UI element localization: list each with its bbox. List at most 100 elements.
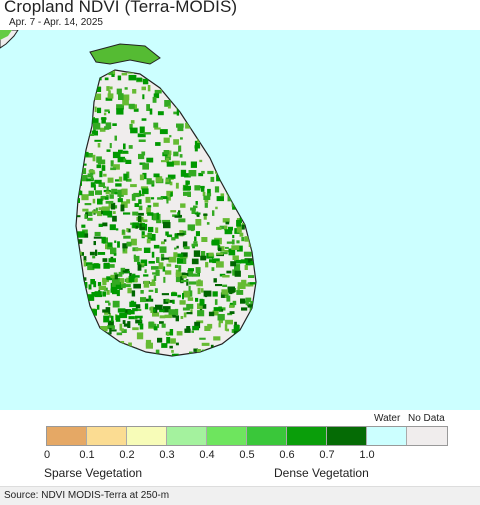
- vegetation-patch: [83, 256, 87, 262]
- vegetation-patch: [186, 303, 194, 309]
- vegetation-patch: [166, 157, 170, 163]
- vegetation-patch: [177, 253, 184, 258]
- vegetation-patch: [140, 290, 144, 294]
- vegetation-patch: [167, 154, 171, 157]
- vegetation-patch: [212, 210, 215, 216]
- vegetation-patch: [116, 104, 124, 110]
- vegetation-patch: [178, 218, 186, 223]
- vegetation-patch: [236, 219, 241, 227]
- vegetation-patch: [165, 231, 169, 236]
- vegetation-patch: [183, 312, 187, 318]
- vegetation-patch: [233, 328, 240, 336]
- vegetation-patch: [249, 282, 256, 285]
- vegetation-patch: [175, 269, 181, 275]
- vegetation-patch: [123, 143, 126, 150]
- legend-tick: 0.1: [79, 449, 95, 461]
- vegetation-patch: [135, 308, 142, 311]
- vegetation-patch: [175, 276, 183, 283]
- vegetation-patch: [135, 225, 139, 229]
- vegetation-patch: [117, 190, 124, 197]
- vegetation-patch: [224, 324, 228, 331]
- vegetation-patch: [147, 212, 154, 216]
- vegetation-patch: [95, 190, 102, 195]
- vegetation-patch: [231, 239, 235, 245]
- vegetation-patch: [123, 235, 131, 239]
- vegetation-patch: [225, 319, 233, 325]
- vegetation-patch: [170, 338, 176, 344]
- vegetation-patch: [142, 234, 150, 238]
- vegetation-patch: [130, 127, 138, 134]
- vegetation-patch: [171, 350, 174, 353]
- vegetation-patch: [205, 292, 212, 295]
- vegetation-patch: [93, 129, 96, 132]
- vegetation-patch: [84, 214, 88, 219]
- vegetation-patch: [94, 291, 102, 298]
- vegetation-patch: [204, 325, 211, 331]
- vegetation-patch: [226, 328, 229, 332]
- vegetation-patch: [101, 236, 106, 244]
- vegetation-patch: [195, 231, 200, 237]
- vegetation-patch: [77, 198, 80, 203]
- vegetation-patch: [88, 284, 92, 290]
- vegetation-patch: [220, 292, 225, 298]
- vegetation-patch: [188, 285, 191, 291]
- vegetation-patch: [146, 104, 150, 111]
- vegetation-patch: [201, 251, 206, 258]
- vegetation-patch: [91, 130, 98, 136]
- vegetation-patch: [179, 300, 186, 305]
- vegetation-patch: [172, 160, 180, 166]
- vegetation-patch: [195, 267, 201, 273]
- vegetation-patch: [139, 316, 142, 323]
- vegetation-patch: [196, 280, 203, 287]
- vegetation-patch: [109, 315, 113, 318]
- vegetation-patch: [82, 277, 87, 281]
- vegetation-patch: [161, 160, 167, 163]
- vegetation-patch: [245, 261, 251, 266]
- vegetation-patch: [120, 328, 124, 332]
- vegetation-patch: [102, 291, 106, 297]
- vegetation-patch: [186, 326, 191, 331]
- vegetation-patch: [83, 260, 86, 267]
- vegetation-patch: [166, 197, 169, 204]
- legend-swatch-9: [407, 427, 447, 445]
- vegetation-patch: [199, 337, 206, 340]
- vegetation-patch: [193, 205, 198, 209]
- vegetation-patch: [148, 295, 152, 302]
- vegetation-patch: [217, 314, 225, 321]
- vegetation-patch: [122, 247, 128, 254]
- vegetation-patch: [232, 300, 237, 306]
- legend-tick: 0.4: [199, 449, 215, 461]
- vegetation-patch: [201, 170, 205, 174]
- ndvi-legend-bar: [46, 426, 448, 446]
- vegetation-patch: [128, 74, 137, 81]
- legend-tick: 0: [43, 449, 51, 461]
- vegetation-patch: [94, 139, 102, 142]
- vegetation-patch: [113, 272, 118, 275]
- vegetation-patch: [150, 306, 154, 313]
- vegetation-patch: [97, 198, 103, 205]
- vegetation-patch: [228, 226, 233, 231]
- vegetation-patch: [84, 262, 93, 267]
- vegetation-patch: [182, 307, 190, 311]
- vegetation-patch: [143, 280, 150, 288]
- vegetation-patch: [109, 328, 112, 335]
- vegetation-patch: [241, 307, 248, 311]
- vegetation-patch: [92, 198, 96, 204]
- vegetation-patch: [174, 264, 179, 268]
- vegetation-patch: [119, 323, 123, 331]
- vegetation-patch: [177, 212, 180, 218]
- vegetation-patch: [142, 94, 145, 100]
- vegetation-patch: [101, 165, 106, 171]
- vegetation-patch: [200, 255, 207, 261]
- vegetation-patch: [170, 192, 173, 197]
- vegetation-patch: [152, 96, 157, 103]
- vegetation-patch: [148, 289, 154, 292]
- vegetation-patch: [116, 108, 124, 115]
- vegetation-patch: [153, 202, 159, 207]
- vegetation-patch: [191, 330, 194, 333]
- vegetation-patch: [155, 349, 160, 354]
- vegetation-patch: [148, 226, 154, 233]
- vegetation-patch: [102, 222, 108, 227]
- vegetation-patch: [240, 259, 248, 264]
- vegetation-patch: [109, 194, 114, 199]
